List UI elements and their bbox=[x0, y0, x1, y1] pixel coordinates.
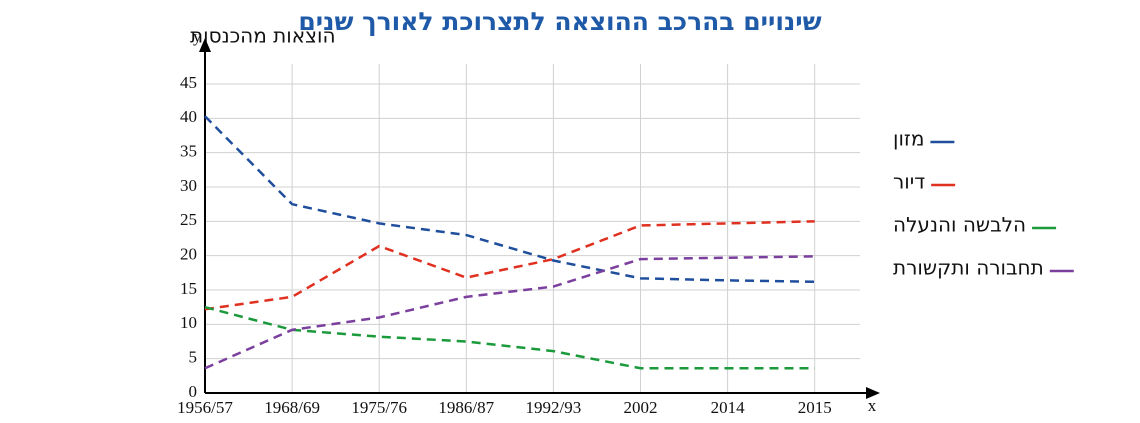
x-tick-label: 1986/87 bbox=[438, 398, 494, 417]
x-tick-label: 1975/76 bbox=[351, 398, 407, 417]
legend-label: הלבשה והנעלה bbox=[893, 213, 1026, 237]
chart-title: שינויים בהרכב ההוצאה לתצרוכת לאורך שנים bbox=[298, 7, 821, 36]
y-tick-label: 20 bbox=[180, 245, 197, 264]
legend-label: תחבורה ותקשורת bbox=[893, 256, 1044, 280]
y-tick-label: 30 bbox=[180, 176, 197, 195]
y-tick-label: 5 bbox=[189, 348, 198, 367]
y-tick-label: 40 bbox=[180, 107, 197, 126]
y-tick-label: 35 bbox=[180, 142, 197, 161]
x-tick-label: 2014 bbox=[711, 398, 746, 417]
x-axis-letter: x bbox=[868, 396, 877, 415]
y-tick-label: 15 bbox=[180, 279, 197, 298]
y-axis-letter: y bbox=[193, 27, 202, 46]
y-tick-label: 0 bbox=[189, 382, 198, 401]
y-tick-label: 10 bbox=[180, 313, 197, 332]
x-tick-label: 1968/69 bbox=[264, 398, 320, 417]
y-tick-label: 25 bbox=[180, 210, 197, 229]
x-axis-arrow bbox=[866, 387, 880, 399]
y-axis-arrow bbox=[199, 38, 211, 52]
y-axis-label: הוצאות מהכנסות bbox=[190, 24, 336, 48]
series-line bbox=[204, 115, 815, 284]
series-line bbox=[204, 220, 815, 311]
series-line bbox=[204, 255, 815, 370]
x-tick-label: 2015 bbox=[798, 398, 832, 417]
y-tick-label: 45 bbox=[180, 73, 197, 92]
x-tick-label: 1956/57 bbox=[177, 398, 233, 417]
legend-label: מזון bbox=[893, 127, 924, 151]
series-line bbox=[204, 305, 815, 370]
x-tick-label: 1992/93 bbox=[526, 398, 582, 417]
legend-label: דיור bbox=[893, 170, 925, 194]
x-tick-label: 2002 bbox=[624, 398, 658, 417]
